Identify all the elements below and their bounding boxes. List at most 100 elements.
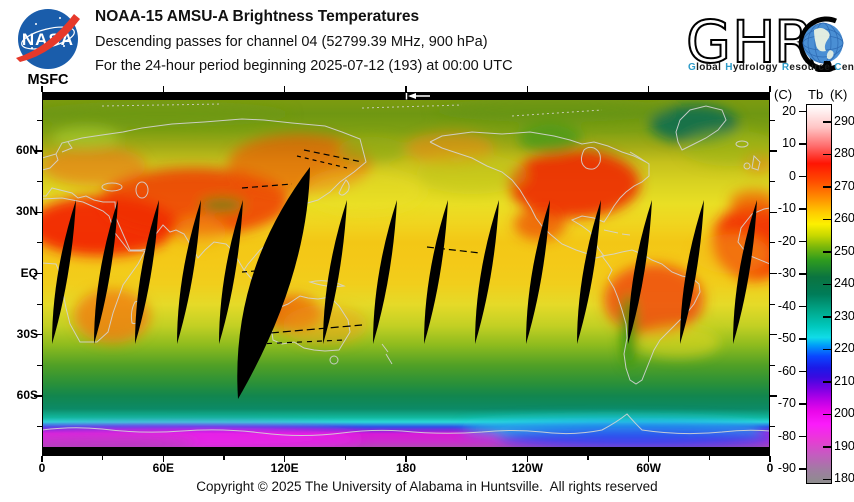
celsius-tick-label: -10 [777,201,796,216]
wide-orbit-gap [237,167,310,399]
lat-tick-mark [34,150,42,152]
lat-minor-tick [770,119,775,121]
ghrc-letter-g: G [686,8,731,72]
lon-tick-label: 60W [636,461,661,475]
lon-tick-label: 180 [395,461,416,475]
ghrc-globe-icon [802,22,844,72]
ghrc-tagline-word: Resource [781,62,831,73]
lat-tick-label: EQ [20,265,38,280]
pass-start-arrow-icon [405,92,430,100]
lat-tick-mark [770,150,777,152]
lat-tick-mark [770,395,777,397]
orbit-gap [424,200,448,344]
scan-edge-artifact-lines [241,149,481,345]
lon-minor-tick [344,456,346,460]
lat-minor-tick [770,364,775,366]
lon-tick-label: 120W [511,461,543,475]
celsius-tick-label: -30 [777,266,796,281]
kelvin-tick-label: 200 [834,406,854,421]
msfc-label: MSFC [27,72,69,88]
lon-tick-mark [283,456,286,462]
kelvin-tick-label: 220 [834,341,854,356]
orbit-gap [135,200,159,344]
ghrc-tagline-word: Global [688,62,722,73]
lat-tick-mark [770,211,777,214]
celsius-tick-label: 20 [782,103,796,118]
page-subtitle2: For the 24-hour period beginning 2025-07… [95,58,513,74]
ghrc-tagline: GlobalHydrologyResourceCenter [688,62,854,73]
colorbar-unit-celsius: (C) [774,87,793,102]
coastlines [42,103,770,436]
orbit-gap [219,200,243,344]
lat-minor-tick [770,181,775,183]
orbit-gap [680,200,704,344]
kelvin-tick-label: 230 [834,308,854,323]
orbit-gap [577,200,601,344]
regional-temperature-blobs [42,100,770,447]
kelvin-tick-label: 190 [834,438,854,453]
lon-tick-mark [769,456,771,462]
kelvin-tick-label: 280 [834,146,854,161]
lon-minor-tick [587,456,589,460]
celsius-tick-label: -70 [777,396,796,411]
colorbar-quantity: Tb [808,87,824,102]
page-subtitle1: Descending passes for channel 04 (52799.… [95,34,488,50]
orbit-gap [177,200,201,344]
lon-tick-label: 60E [152,461,174,475]
lat-tick-mark [34,272,42,275]
lon-tick-mark [647,456,650,462]
lat-minor-tick [770,242,775,244]
nasa-msfc-logo[interactable]: NASA MSFC [8,2,90,88]
orbit-gap [52,200,76,344]
kelvin-tick-label: 210 [834,373,854,388]
celsius-tick-label: -50 [777,331,796,346]
map-frame [42,92,770,456]
nasa-red-chevron [16,14,80,62]
lat-tick-label: 60S [16,387,38,402]
colorbar [806,104,832,484]
orbit-gap [526,200,550,344]
ghrc-logo[interactable]: G H R [684,6,852,72]
lon-tick-label: 120E [270,461,299,475]
orbit-gap [733,200,757,344]
lat-tick-mark [34,395,42,397]
celsius-tick-label: 0 [789,168,796,183]
ghrc-tagline-word: Hydrology [725,62,778,73]
kelvin-tick-label: 250 [834,243,854,258]
celsius-tick-label: -60 [777,363,796,378]
lat-tick-mark [34,333,42,336]
copyright-notice: Copyright © 2025 The University of Alaba… [196,479,658,494]
ghrc-letter-h: H [732,8,776,72]
lat-tick-label: 60N [15,143,38,158]
celsius-tick-label: -90 [777,461,796,476]
orbit-gap [323,200,347,344]
celsius-tick-label: -80 [777,428,796,443]
kelvin-tick-label: 260 [834,211,854,226]
lon-tick-mark [162,456,165,462]
colorbar-unit-kelvin: (K) [830,87,848,102]
celsius-tick-label: -40 [777,298,796,313]
lat-tick-label: 30N [15,204,38,219]
orbit-gap [94,200,118,344]
lat-minor-tick [770,425,775,428]
lat-tick-label: 30S [16,326,38,341]
orbit-gap [628,200,652,344]
orbit-gap [373,200,397,344]
lon-tick-mark [405,456,407,462]
lat-tick-mark [770,272,777,275]
lon-tick-mark [41,456,43,462]
lat-tick-mark [34,211,42,214]
lon-tick-mark [526,456,529,462]
lon-minor-tick [223,456,225,460]
celsius-tick-label: -20 [777,233,796,248]
kelvin-tick-label: 240 [834,276,854,291]
orbit-gap [475,200,499,344]
polar-no-data-strip-south [42,447,770,456]
kelvin-tick-label: 290 [834,113,854,128]
page-title: NOAA-15 AMSU-A Brightness Temperatures [95,8,420,25]
lon-tick-label: 0 [766,461,774,475]
lon-tick-label: 0 [38,461,46,475]
celsius-tick-label: 10 [782,136,796,151]
lat-tick-mark [770,333,777,336]
